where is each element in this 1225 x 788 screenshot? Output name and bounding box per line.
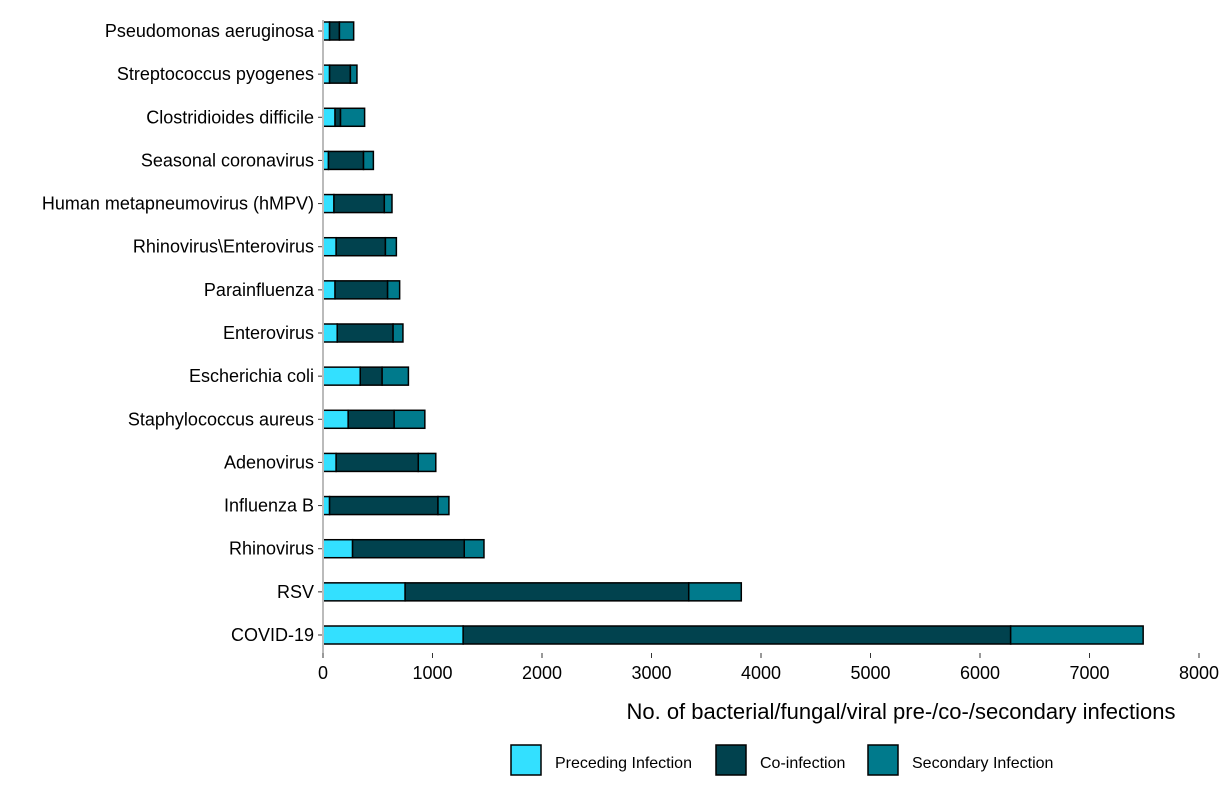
bar-segment-preceding-infection <box>322 193 335 214</box>
legend: Preceding Infection Co-infection Secondary… <box>510 744 1053 776</box>
bar-segment-co-infection <box>359 366 383 386</box>
category-label: Streptococcus pyogenes <box>117 64 314 84</box>
bar-segment-co-infection <box>328 64 352 84</box>
bar-segment-secondary-infection <box>1009 625 1144 645</box>
category-label: Influenza B <box>224 496 314 516</box>
category-label: Adenovirus <box>224 452 314 472</box>
bar-segment-preceding-infection <box>322 452 337 473</box>
category-labels: COVID-19 RSV Rhinovirus Influenza B Adenovir… <box>42 21 323 645</box>
bar-segment-co-infection <box>462 625 1012 645</box>
bar-segment-co-infection <box>333 193 386 214</box>
bar-segment-co-infection <box>336 323 394 343</box>
bar-segment-secondary-infection <box>393 409 426 430</box>
x-tick-label: 7000 <box>1069 663 1109 683</box>
bar-segment-secondary-infection <box>386 280 401 300</box>
x-tick-label: 2000 <box>522 663 562 683</box>
x-tick-label: 3000 <box>631 663 671 683</box>
legend-label: Co-infection <box>760 755 845 772</box>
x-tick-label: 1000 <box>412 663 452 683</box>
x-tick-label: 5000 <box>850 663 890 683</box>
category-label: Seasonal coronavirus <box>141 150 314 170</box>
category-label: RSV <box>277 582 314 602</box>
x-tick-label: 4000 <box>741 663 781 683</box>
category-label: Human metapneumovirus (hMPV) <box>42 194 314 214</box>
x-tick-label: 8000 <box>1179 663 1219 683</box>
bars-group <box>322 21 1144 645</box>
bar-segment-co-infection <box>404 582 690 602</box>
bar-segment-co-infection <box>334 107 342 128</box>
bar-segment-preceding-infection <box>322 538 354 559</box>
bar-segment-preceding-infection <box>322 625 464 645</box>
category-label: Clostridioides difficile <box>146 107 314 127</box>
legend-label: Secondary Infection <box>912 755 1053 772</box>
category-label: Rhinovirus <box>229 539 314 559</box>
bar-segment-preceding-infection <box>322 107 336 128</box>
bar-segment-secondary-infection <box>384 236 398 257</box>
x-tick-label: 0 <box>318 663 328 683</box>
bar-segment-secondary-infection <box>392 323 404 343</box>
bar-segment-preceding-infection <box>322 409 349 430</box>
legend-swatch <box>510 744 542 776</box>
legend-swatch <box>867 744 899 776</box>
bar-segment-co-infection <box>328 21 341 41</box>
bar-segment-secondary-infection <box>437 495 450 516</box>
bar-segment-co-infection <box>334 280 389 300</box>
x-axis-title: No. of bacterial/fungal/viral pre-/co-/s… <box>626 699 1175 724</box>
bar-segment-secondary-infection <box>338 21 355 41</box>
bar-segment-secondary-infection <box>687 582 743 602</box>
x-tick-label: 6000 <box>960 663 1000 683</box>
bar-segment-secondary-infection <box>463 538 485 559</box>
x-axis-ticks: 0 1000 2000 3000 4000 5000 6000 7000 8000 <box>318 653 1219 683</box>
bar-segment-secondary-infection <box>349 64 358 84</box>
legend-swatch <box>715 744 747 776</box>
bar-segment-secondary-infection <box>339 107 366 128</box>
category-label: Escherichia coli <box>189 366 314 386</box>
bar-segment-secondary-infection <box>362 150 375 171</box>
bar-segment-co-infection <box>347 409 395 430</box>
category-label: Enterovirus <box>223 323 314 343</box>
bar-segment-preceding-infection <box>322 366 361 386</box>
bar-segment-co-infection <box>328 495 439 516</box>
bar-segment-secondary-infection <box>381 366 410 386</box>
legend-label: Preceding Infection <box>555 755 692 772</box>
category-label: COVID-19 <box>231 625 314 645</box>
bar-segment-preceding-infection <box>322 280 336 300</box>
category-label: Pseudomonas aeruginosa <box>105 21 315 41</box>
bar-segment-preceding-infection <box>322 236 337 257</box>
bar-segment-secondary-infection <box>383 193 393 214</box>
bar-segment-secondary-infection <box>417 452 437 473</box>
bar-segment-co-infection <box>327 150 365 171</box>
category-label: Parainfluenza <box>204 280 315 300</box>
bar-segment-preceding-infection <box>322 582 406 602</box>
bar-segment-co-infection <box>335 452 420 473</box>
bar-segment-co-infection <box>351 538 466 559</box>
category-label: Staphylococcus aureus <box>128 409 314 429</box>
category-label: Rhinovirus\Enterovirus <box>133 237 314 257</box>
bar-segment-co-infection <box>335 236 387 257</box>
bar-segment-preceding-infection <box>322 323 338 343</box>
